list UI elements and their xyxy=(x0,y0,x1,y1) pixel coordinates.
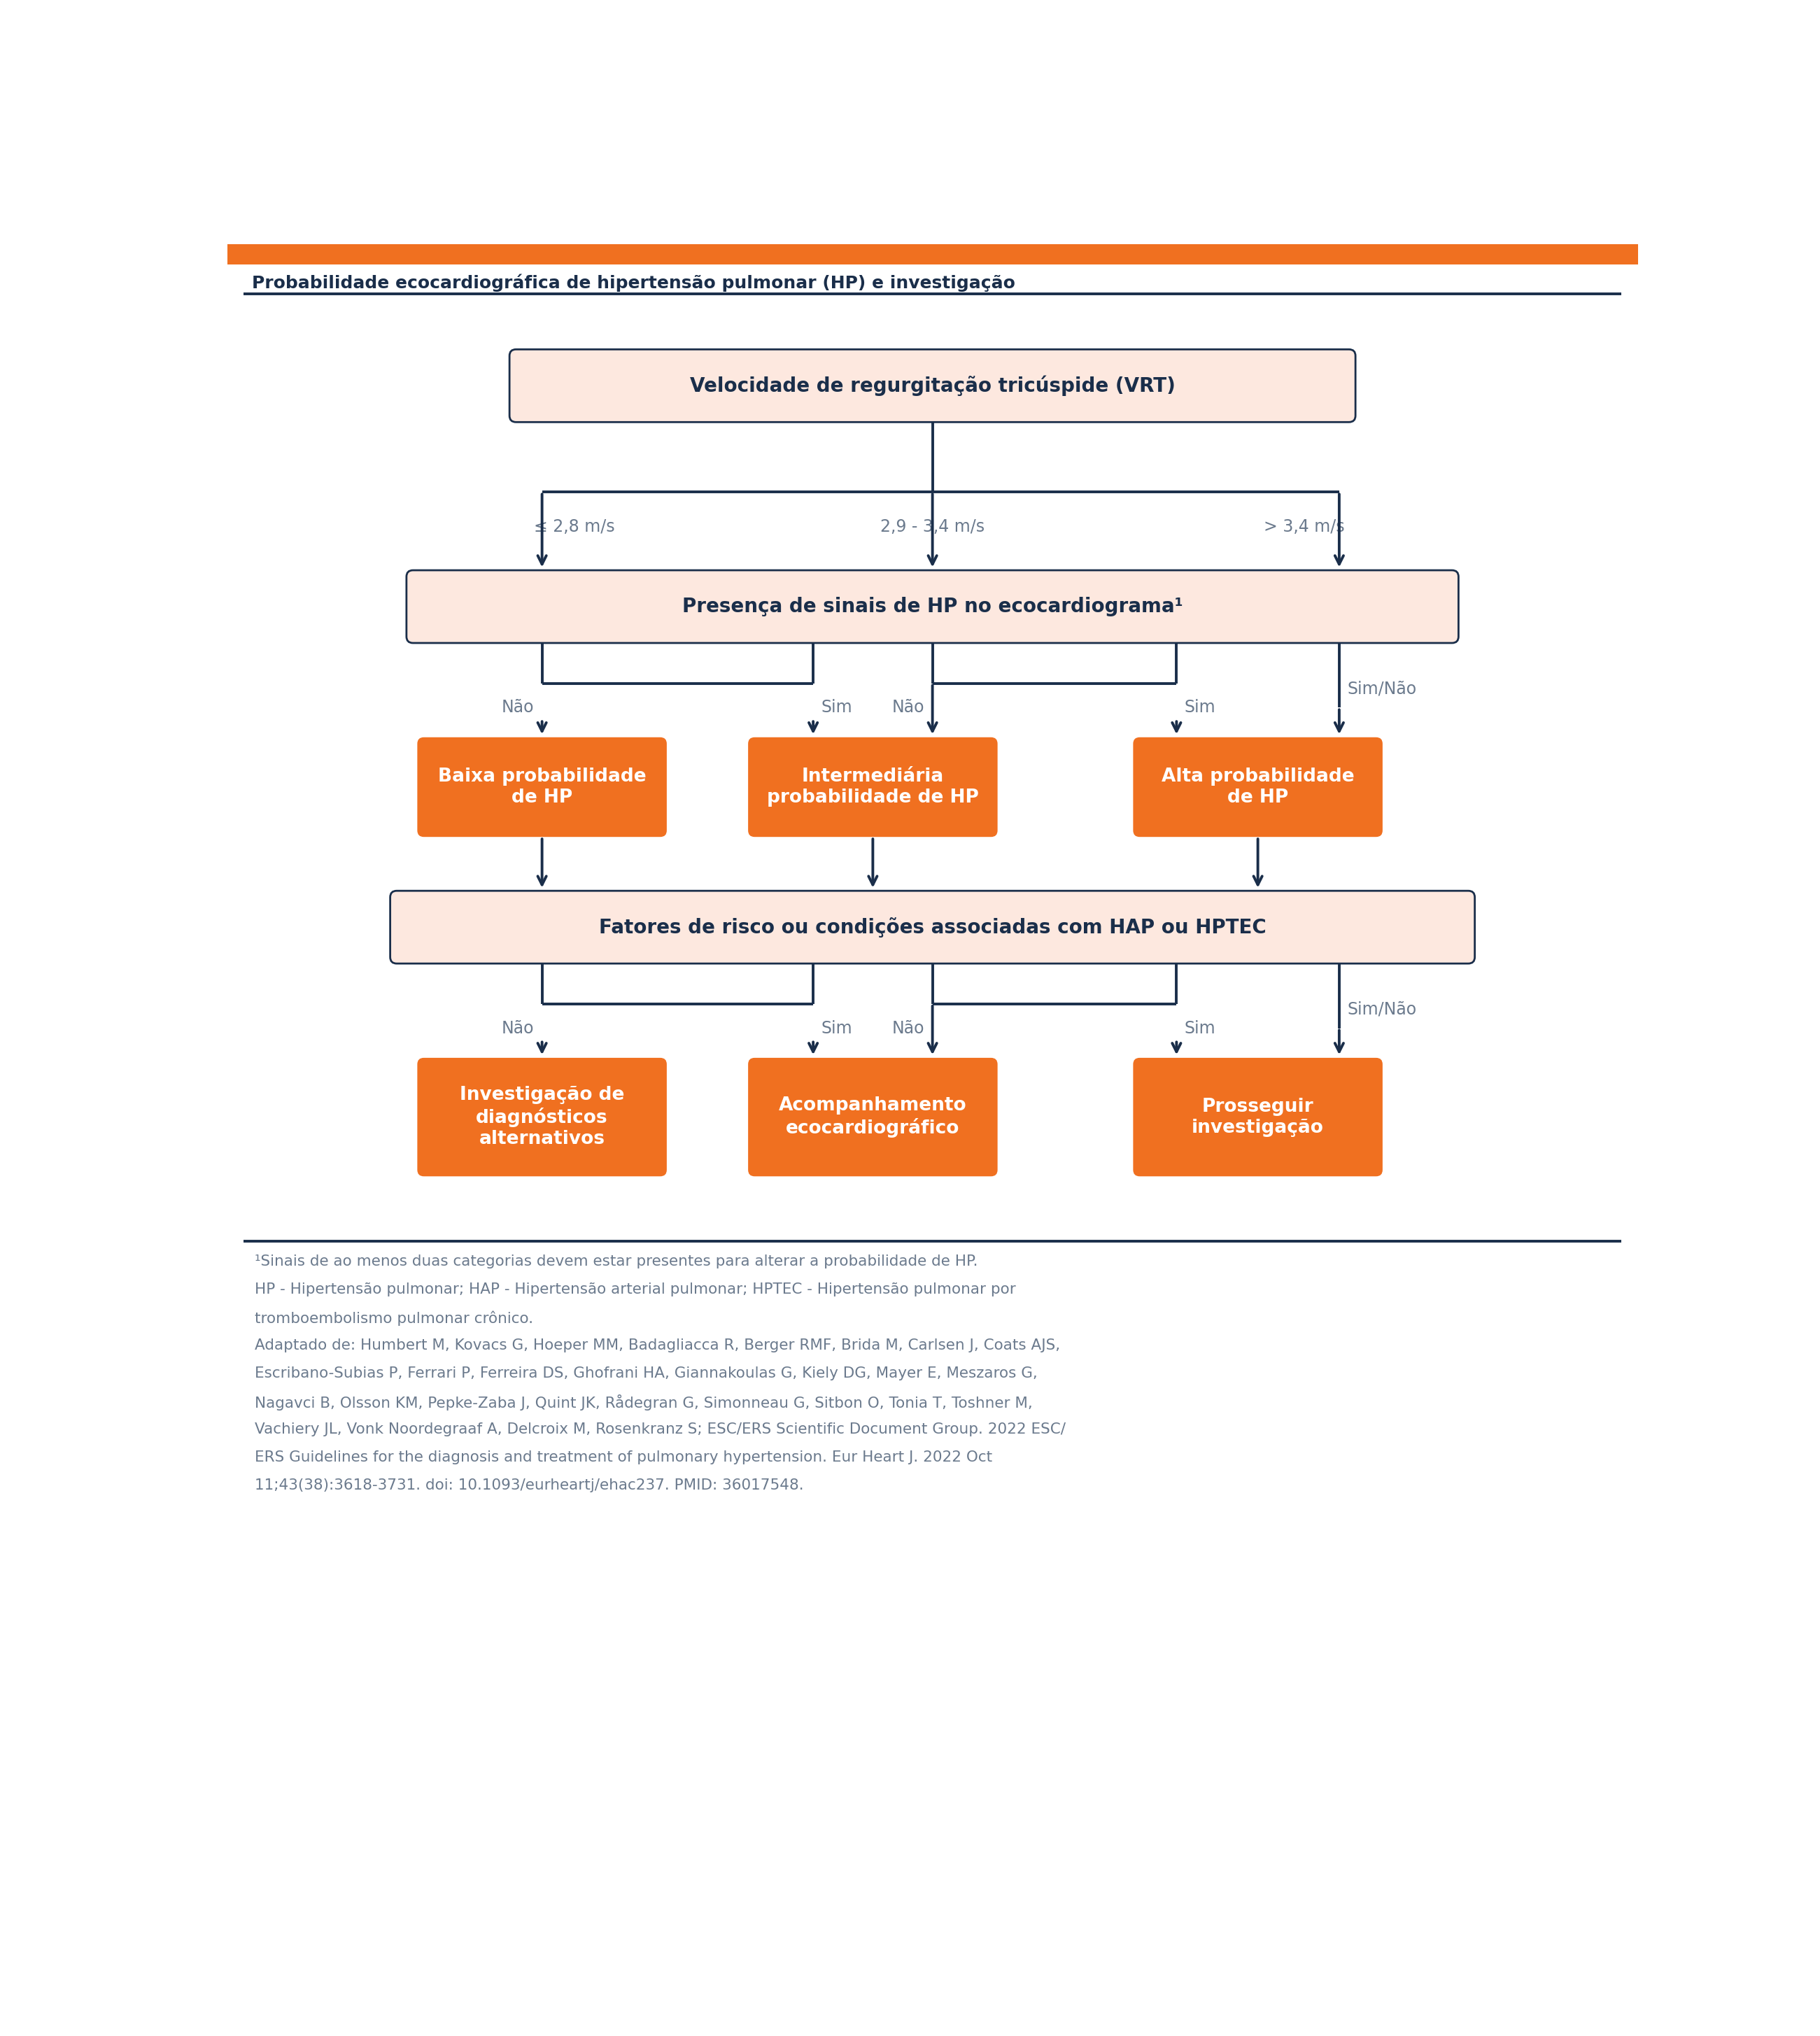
Text: Não: Não xyxy=(892,698,925,717)
Text: tromboembolismo pulmonar crônico.: tromboembolismo pulmonar crônico. xyxy=(255,1311,533,1325)
Text: ¹Sinais de ao menos duas categorias devem estar presentes para alterar a probabi: ¹Sinais de ao menos duas categorias deve… xyxy=(255,1254,977,1268)
Text: Sim: Sim xyxy=(821,698,852,717)
Text: Probabilidade ecocardiográfica de hipertensão pulmonar (HP) e investigação: Probabilidade ecocardiográfica de hipert… xyxy=(251,275,1016,291)
Text: Não: Não xyxy=(501,698,533,717)
Text: Sim: Sim xyxy=(821,1020,852,1036)
FancyBboxPatch shape xyxy=(748,1059,997,1177)
Text: Sim/Não: Sim/Não xyxy=(1347,1002,1416,1018)
Text: ERS Guidelines for the diagnosis and treatment of pulmonary hypertension. Eur He: ERS Guidelines for the diagnosis and tre… xyxy=(255,1450,992,1464)
FancyBboxPatch shape xyxy=(510,350,1356,421)
Text: Sim: Sim xyxy=(1185,698,1216,717)
Text: Alta probabilidade
de HP: Alta probabilidade de HP xyxy=(1161,768,1354,806)
Text: Acompanhamento
ecocardiográfico: Acompanhamento ecocardiográfico xyxy=(779,1097,966,1138)
FancyBboxPatch shape xyxy=(1134,1059,1383,1177)
FancyBboxPatch shape xyxy=(406,570,1458,643)
Text: Fatores de risco ou condições associadas com HAP ou HPTEC: Fatores de risco ou condições associadas… xyxy=(599,916,1267,937)
FancyBboxPatch shape xyxy=(417,1059,666,1177)
FancyBboxPatch shape xyxy=(748,737,997,837)
Text: HP - Hipertensão pulmonar; HAP - Hipertensão arterial pulmonar; HPTEC - Hiperten: HP - Hipertensão pulmonar; HAP - Hiperte… xyxy=(255,1283,1016,1297)
Text: Prosseguir
investigação: Prosseguir investigação xyxy=(1192,1097,1323,1136)
Text: Presença de sinais de HP no ecocardiograma¹: Presença de sinais de HP no ecocardiogra… xyxy=(682,597,1183,617)
Text: Não: Não xyxy=(892,1020,925,1036)
Text: Adaptado de: Humbert M, Kovacs G, Hoeper MM, Badagliacca R, Berger RMF, Brida M,: Adaptado de: Humbert M, Kovacs G, Hoeper… xyxy=(255,1338,1059,1352)
Text: Não: Não xyxy=(501,1020,533,1036)
Text: Sim: Sim xyxy=(1185,1020,1216,1036)
Text: 11;43(38):3618-3731. doi: 10.1093/eurheartj/ehac237. PMID: 36017548.: 11;43(38):3618-3731. doi: 10.1093/eurhea… xyxy=(255,1478,804,1492)
Text: Investigação de
diagnósticos
alternativos: Investigação de diagnósticos alternativo… xyxy=(460,1085,624,1148)
Text: Intermediária
probabilidade de HP: Intermediária probabilidade de HP xyxy=(766,768,979,806)
Bar xyxy=(228,244,1638,265)
Text: Nagavci B, Olsson KM, Pepke-Zaba J, Quint JK, Rådegran G, Simonneau G, Sitbon O,: Nagavci B, Olsson KM, Pepke-Zaba J, Quin… xyxy=(255,1395,1032,1411)
FancyBboxPatch shape xyxy=(417,737,666,837)
FancyBboxPatch shape xyxy=(389,892,1474,963)
FancyBboxPatch shape xyxy=(1134,737,1383,837)
Text: Baixa probabilidade
de HP: Baixa probabilidade de HP xyxy=(439,768,646,806)
Text: ≤ 2,8 m/s: ≤ 2,8 m/s xyxy=(533,519,615,535)
Text: > 3,4 m/s: > 3,4 m/s xyxy=(1263,519,1345,535)
Text: Vachiery JL, Vonk Noordegraaf A, Delcroix M, Rosenkranz S; ESC/ERS Scientific Do: Vachiery JL, Vonk Noordegraaf A, Delcroi… xyxy=(255,1423,1065,1437)
Text: Sim/Não: Sim/Não xyxy=(1347,680,1416,696)
Text: 2,9 - 3,4 m/s: 2,9 - 3,4 m/s xyxy=(881,519,985,535)
Text: Velocidade de regurgitação tricúspide (VRT): Velocidade de regurgitação tricúspide (V… xyxy=(690,375,1176,397)
Text: Escribano-Subias P, Ferrari P, Ferreira DS, Ghofrani HA, Giannakoulas G, Kiely D: Escribano-Subias P, Ferrari P, Ferreira … xyxy=(255,1366,1037,1380)
